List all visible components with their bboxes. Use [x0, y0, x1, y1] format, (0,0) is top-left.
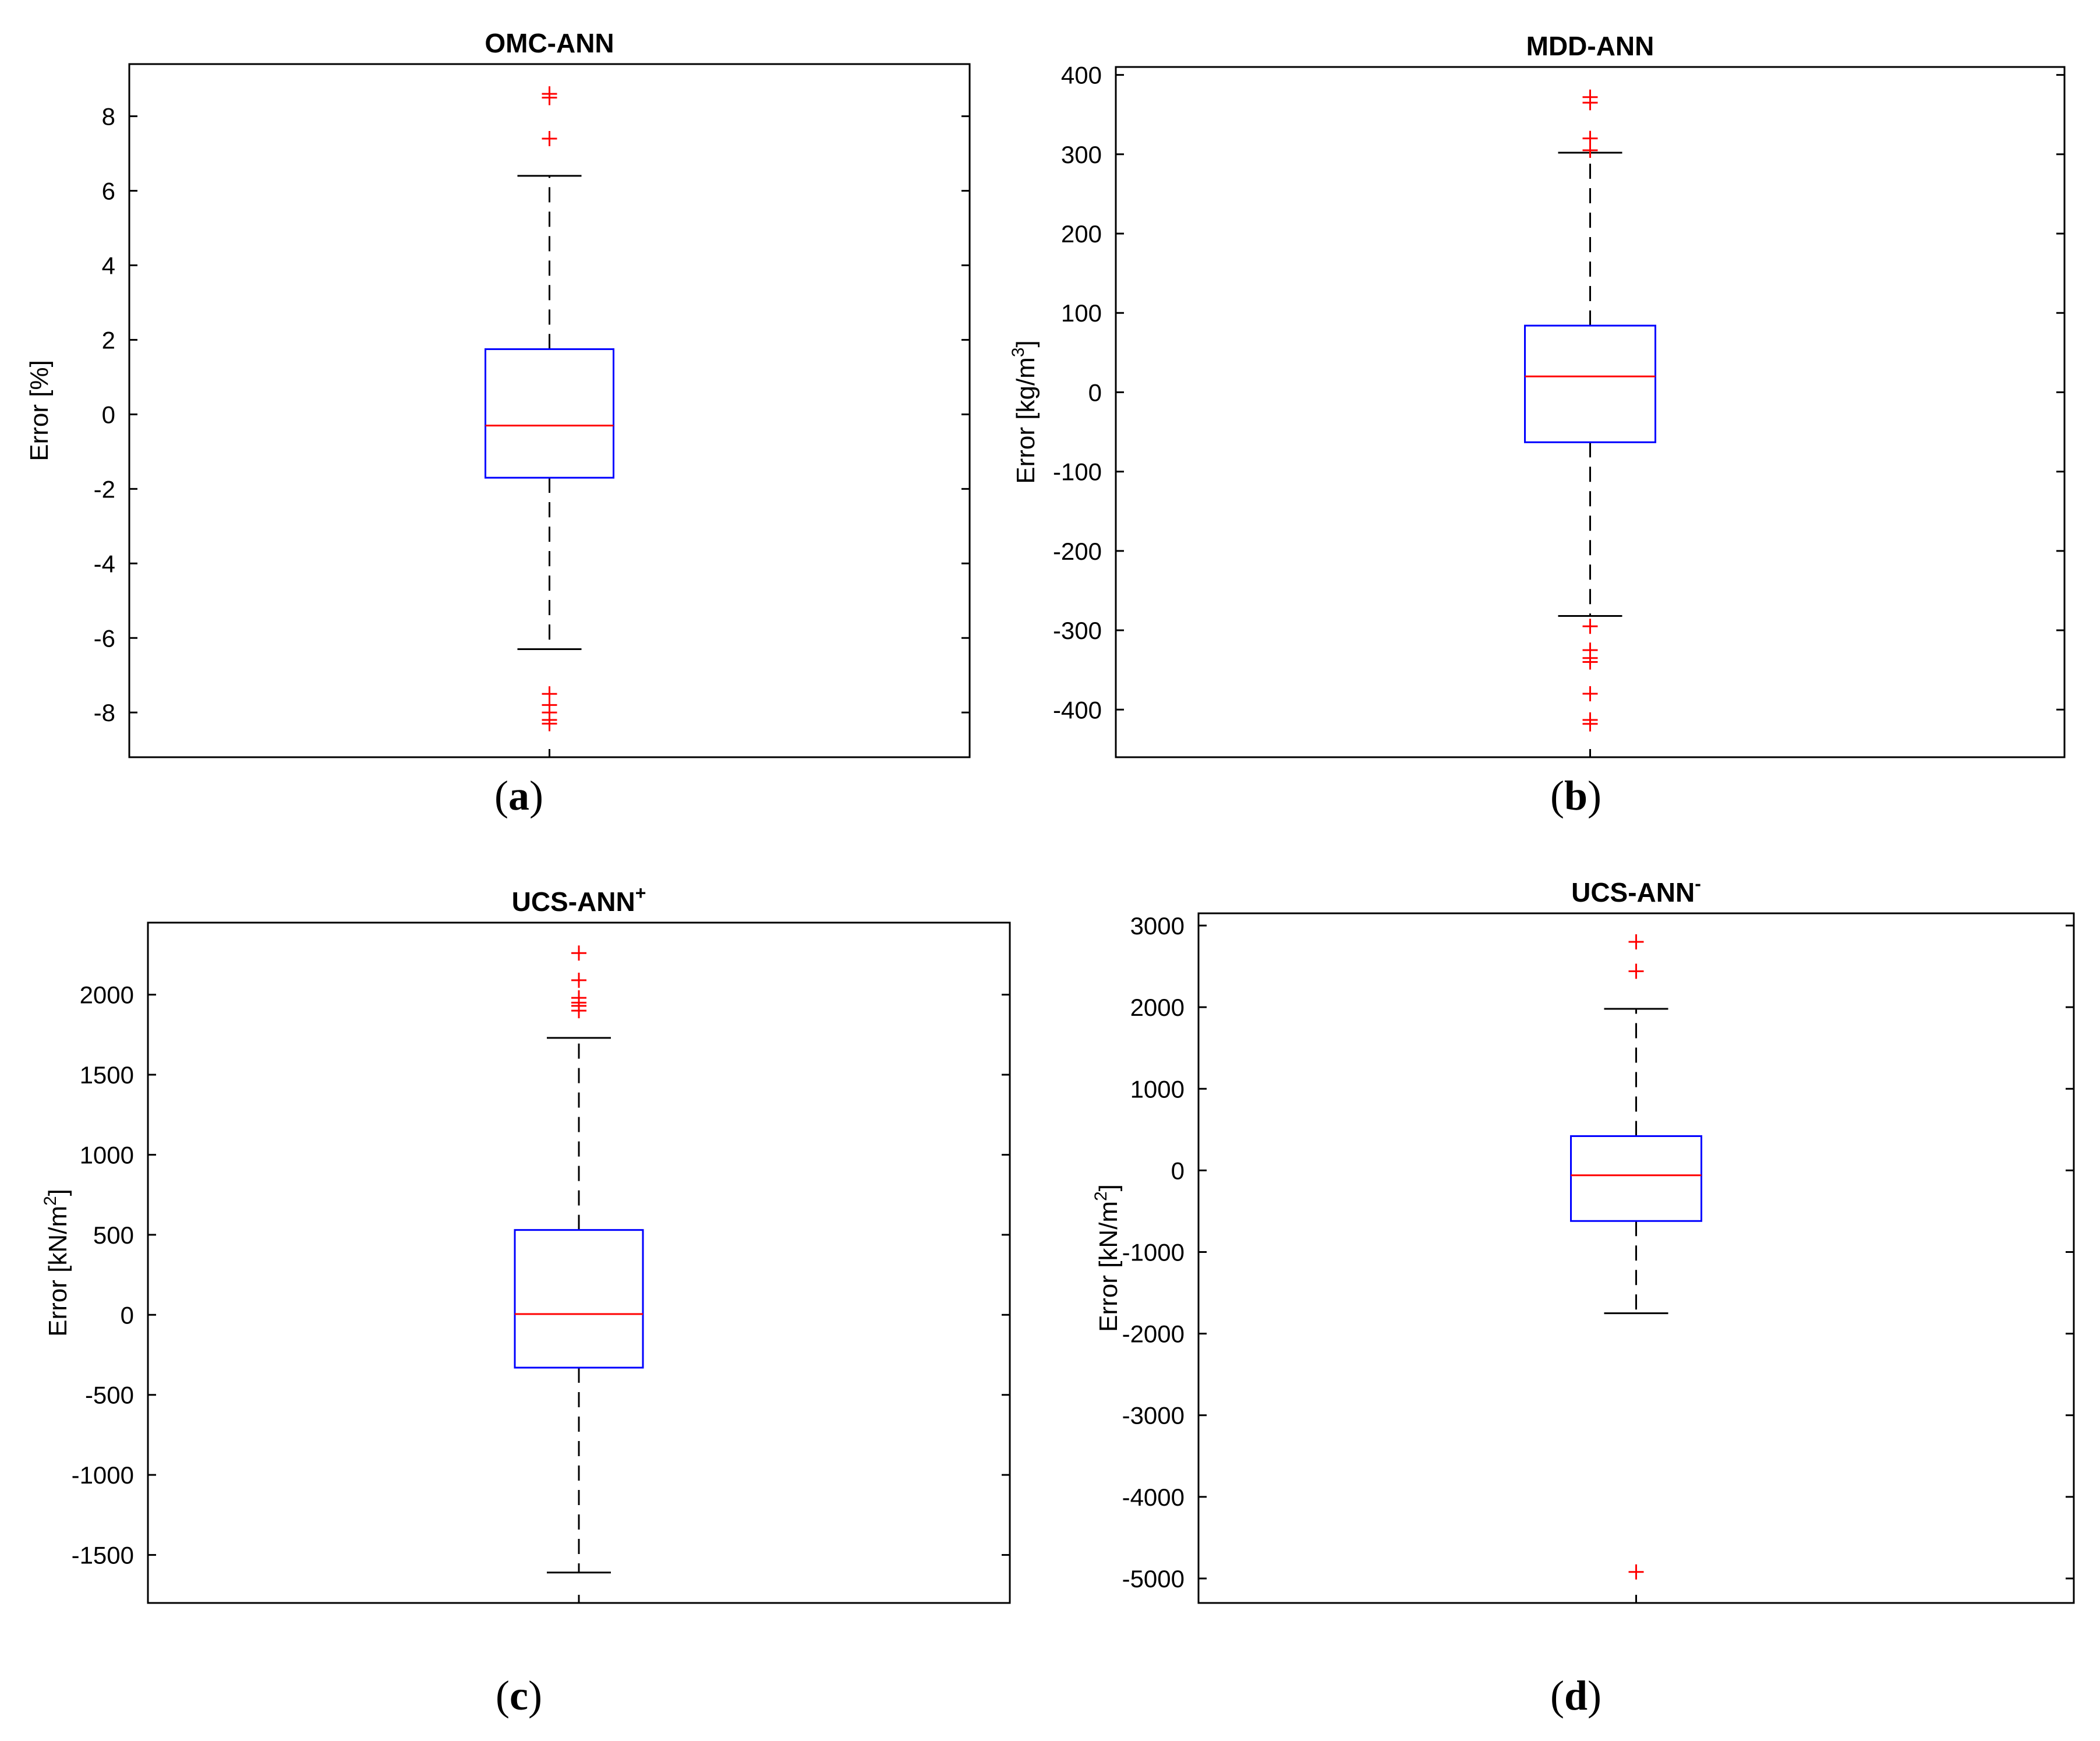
y-tick-label: -4000 [1122, 1484, 1185, 1511]
y-tick-label: -200 [1053, 538, 1102, 565]
chart-title: OMC-ANN [485, 28, 614, 58]
y-tick-label: -1500 [72, 1542, 134, 1569]
iqr-box [1570, 1135, 1702, 1222]
outlier-point [542, 90, 557, 105]
outlier-point [1628, 934, 1644, 950]
y-tick-label: 200 [1061, 220, 1102, 248]
y-tick-label: -400 [1053, 696, 1102, 723]
y-tick-label: 1000 [1130, 1075, 1185, 1103]
caption-letter: a [508, 772, 529, 819]
y-tick-label: -500 [85, 1382, 134, 1409]
outlier-point [571, 1003, 586, 1019]
y-tick-label: 2000 [1130, 994, 1185, 1021]
y-tick-label: 3000 [1130, 912, 1185, 940]
outlier-point [1582, 95, 1598, 111]
y-tick-label: -2 [94, 475, 115, 503]
y-tick-label: 0 [121, 1301, 134, 1329]
iqr-box [485, 348, 614, 479]
outlier-point [1582, 686, 1598, 702]
y-tick-label: 0 [102, 401, 115, 428]
outlier-point [571, 945, 586, 961]
caption-a: (a) [494, 772, 543, 819]
y-axis-label: Error [kN/m2] [1091, 1184, 1123, 1332]
chart-title: UCS-ANN- [1571, 873, 1701, 907]
chart-panel-4: -5000 -4000 -3000 -2000 -1000 0 1000 2000 3000 UC… [1091, 873, 2075, 1604]
y-axis-label: Error [kg/m3] [1009, 340, 1040, 484]
y-tick-label: -5000 [1122, 1565, 1185, 1592]
caption-d: (d) [1550, 1672, 1601, 1719]
chart-panel-1: -8 -6 -4 -2 0 2 4 6 8 OMC-ANN Error [%] [25, 28, 971, 758]
chart-title: UCS-ANN+ [512, 882, 646, 917]
y-tick-label: -1000 [72, 1461, 134, 1489]
y-tick-label: -2000 [1122, 1320, 1185, 1348]
y-tick-label: 1000 [80, 1141, 134, 1168]
outlier-point [1582, 716, 1598, 732]
y-axis-label: Error [%] [25, 360, 54, 461]
y-tick-label: -8 [94, 699, 115, 726]
outlier-point [542, 130, 557, 146]
y-tick-label: 400 [1061, 62, 1102, 89]
y-tick-label: 0 [1171, 1157, 1185, 1184]
y-tick-label: 2000 [80, 981, 134, 1009]
y-tick-label: -100 [1053, 458, 1102, 486]
y-tick-label: -1000 [1122, 1238, 1185, 1266]
y-tick-label: 500 [93, 1221, 134, 1249]
y-tick-label: 1500 [80, 1061, 134, 1089]
outlier-point [1582, 619, 1598, 634]
y-axis-label: Error [kN/m2] [41, 1189, 72, 1337]
y-tick-label: 0 [1088, 379, 1102, 406]
iqr-box [1524, 324, 1656, 443]
caption-letter: c [510, 1672, 528, 1719]
caption-letter: d [1564, 1672, 1588, 1719]
caption-b: (b) [1550, 772, 1601, 819]
y-tick-label: 2 [102, 326, 115, 354]
outlier-point [542, 716, 557, 732]
chart-title: MDD-ANN [1526, 31, 1654, 61]
outlier-point [1582, 654, 1598, 670]
y-tick-label: 8 [102, 103, 115, 130]
y-tick-label: -6 [94, 624, 115, 652]
y-tick-label: -300 [1053, 617, 1102, 644]
outlier-point [571, 972, 586, 988]
outlier-point [1628, 1564, 1644, 1580]
outlier-point [1582, 143, 1598, 158]
y-tick-label: 6 [102, 178, 115, 205]
chart-panel-3: -1500 -1000 -500 0 500 1000 1500 2000 UCS-ANN+ Er… [41, 882, 1011, 1604]
iqr-box [514, 1229, 644, 1369]
outlier-point [1628, 963, 1644, 979]
caption-letter: b [1564, 772, 1588, 819]
y-tick-label: 300 [1061, 141, 1102, 168]
y-tick-label: 4 [102, 252, 115, 279]
y-tick-label: 100 [1061, 299, 1102, 327]
chart-panel-2: -400 -300 -200 -100 0 100 200 300 400 MDD-ANN Erro… [1009, 31, 2066, 758]
y-tick-label: -4 [94, 550, 115, 577]
y-tick-label: -3000 [1122, 1402, 1185, 1429]
caption-c: (c) [496, 1672, 542, 1719]
